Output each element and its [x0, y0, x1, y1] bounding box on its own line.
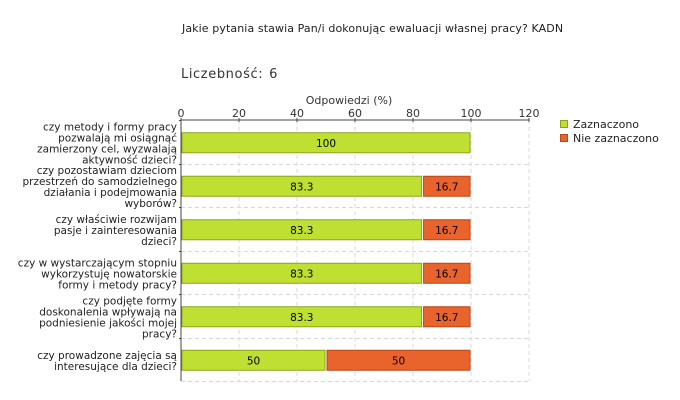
bar-value-label: 100 [316, 138, 336, 150]
bar-1-2 [423, 219, 471, 241]
category-label-line: pozwalają mi osiągnąć [58, 132, 177, 144]
x-tick-label: 0 [178, 107, 185, 120]
bar-value-label: 16.7 [435, 181, 458, 193]
category-label-line: wykorzystuję nowatorskie [41, 268, 177, 280]
category-label-line: zamierzony cel, wyzwalają [37, 143, 177, 155]
bar-0-4 [181, 306, 423, 328]
bar-value-label: 16.7 [435, 225, 458, 237]
legend-label-zaznaczono: Zaznaczono [573, 117, 640, 131]
x-tick-label: 40 [290, 107, 304, 120]
x-tick-label: 20 [232, 107, 246, 120]
category-label: czy w wystarczającym stopniu wykorzystuję… [18, 257, 177, 291]
legend-swatch-zaznaczono [560, 120, 568, 128]
category-label: czy prowadzone zajęcia są interesujące dl… [37, 350, 177, 373]
category-label-line: czy pozostawiam dzieciom [37, 165, 177, 177]
category-label-line: wyborów? [124, 198, 177, 210]
bar-0-3 [181, 262, 423, 284]
bar-value-label: 83.3 [290, 225, 313, 237]
bar-value-label: 50 [392, 355, 405, 367]
category-label-line: czy metody i formy pracy [43, 121, 177, 133]
sample-size-label: Liczebność: [181, 67, 264, 82]
bar-value-label: 16.7 [435, 268, 458, 280]
category-label-line: czy w wystarczającym stopniu [18, 257, 177, 269]
bar-1-3 [423, 262, 471, 284]
category-label-line: pracy? [142, 328, 177, 340]
category-label-line: dzieci? [141, 236, 177, 248]
category-label: czy podjęte formy doskonalenia wpływają n… [39, 295, 177, 340]
legend-label-nie-zaznaczono: Nie zaznaczono [573, 131, 659, 145]
category-label-line: formy i metody pracy? [58, 279, 177, 291]
x-axis-label: Odpowiedzi (%) [306, 94, 393, 107]
legend-item-nie-zaznaczono: Nie zaznaczono [560, 131, 659, 145]
x-tick-label: 100 [461, 107, 482, 120]
bar-0-5 [181, 349, 326, 371]
x-tick-label: 60 [348, 107, 362, 120]
legend-item-zaznaczono: Zaznaczono [560, 117, 659, 131]
category-label-line: czy podjęte formy [82, 295, 177, 307]
bar-1-4 [423, 306, 471, 328]
bar-0-0 [181, 132, 471, 154]
bar-0-1 [181, 175, 423, 197]
bar-value-label: 50 [247, 355, 260, 367]
x-tick-label: 80 [406, 107, 420, 120]
bar-value-label: 83.3 [290, 268, 313, 280]
bar-1-1 [423, 175, 471, 197]
category-label-line: czy prowadzone zajęcia są [37, 350, 177, 362]
legend-swatch-nie-zaznaczono [560, 134, 568, 142]
bar-value-label: 83.3 [290, 312, 313, 324]
bar-value-label: 16.7 [435, 312, 458, 324]
legend: Zaznaczono Nie zaznaczono [560, 117, 659, 145]
category-label-line: działania i podejmowania [44, 187, 177, 199]
category-label-line: interesujące dla dzieci? [54, 361, 177, 373]
sample-size-value: 6 [269, 67, 279, 82]
category-label-line: pasje i zainteresowania [54, 225, 177, 237]
category-label-line: aktywność dzieci? [82, 154, 177, 166]
x-tick-label: 120 [519, 107, 540, 120]
category-label-line: doskonalenia wpływają na [39, 306, 177, 318]
chart-title: Jakie pytania stawia Pan/i dokonując ewa… [182, 22, 564, 35]
category-label-line: czy właściwie rozwijam [56, 214, 177, 226]
category-label: czy metody i formy pracy pozwalają mi osi… [37, 121, 177, 166]
bar-0-2 [181, 219, 423, 241]
category-label-line: przestrzeń do samodzielnego [23, 176, 177, 188]
category-label: czy właściwie rozwijam pasje i zaintereso… [54, 214, 177, 248]
bar-1-5 [326, 349, 471, 371]
sample-size: Liczebność: 6 [181, 67, 284, 82]
category-label: czy pozostawiam dzieciom przestrzeń do sa… [23, 165, 177, 210]
bar-value-label: 83.3 [290, 181, 313, 193]
category-label-line: podniesienie jakości mojej [39, 317, 177, 329]
